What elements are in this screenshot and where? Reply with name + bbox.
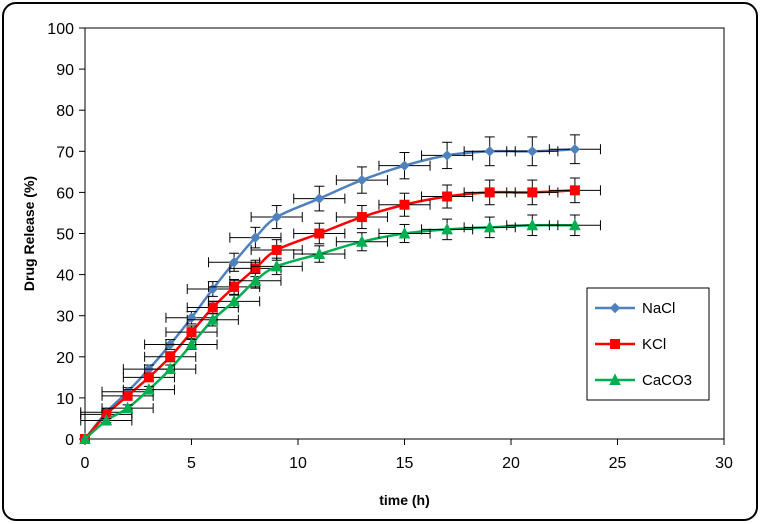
data-point	[250, 232, 261, 243]
data-point	[356, 212, 367, 223]
series-layer	[79, 134, 601, 445]
legend-label: KCl	[642, 336, 666, 353]
legend-item-nacl: NaCl	[595, 300, 675, 317]
legend-marker	[610, 339, 620, 349]
data-point	[314, 193, 325, 204]
data-point	[185, 337, 198, 350]
legend-label: CaCO3	[642, 372, 692, 389]
y-tick-label: 50	[56, 227, 74, 244]
data-point	[313, 247, 326, 260]
legend-marker	[609, 302, 621, 314]
x-tick-label: 15	[396, 455, 414, 472]
legend-item-kcl: KCl	[595, 336, 666, 353]
data-point	[527, 146, 538, 157]
legend-label: NaCl	[642, 300, 675, 317]
y-axis-title: Drug Release (%)	[21, 176, 37, 291]
series-caco3	[79, 214, 601, 444]
x-tick-label: 25	[609, 455, 627, 472]
y-tick-label: 60	[56, 185, 74, 202]
data-point	[356, 174, 368, 186]
series-line	[84, 223, 575, 440]
y-tick-label: 20	[56, 350, 74, 367]
data-point	[441, 150, 453, 161]
x-tick-label: 20	[502, 455, 520, 472]
data-point	[229, 281, 240, 292]
data-point	[186, 327, 197, 338]
x-tick-label: 5	[187, 455, 196, 472]
data-point	[228, 257, 240, 268]
data-point	[122, 390, 133, 401]
data-point	[207, 302, 218, 313]
y-tick-label: 70	[56, 144, 74, 161]
data-point	[442, 191, 453, 202]
y-tick-label: 100	[47, 21, 74, 38]
legend-marker	[609, 373, 621, 385]
data-point	[399, 199, 410, 210]
data-point	[206, 313, 219, 325]
data-point	[249, 274, 262, 286]
y-tick-label: 30	[56, 309, 74, 326]
data-point	[250, 263, 261, 274]
data-point	[527, 187, 538, 198]
x-tick-label: 30	[715, 455, 733, 472]
y-tick-label: 0	[65, 432, 74, 449]
data-point	[271, 244, 282, 255]
data-point	[484, 187, 495, 198]
axes: 0 10 20 30 40 50 60 70 80 90 100 0 5 10 15 20 25 30	[47, 21, 733, 472]
data-point	[356, 235, 368, 247]
data-point	[484, 146, 495, 157]
data-point	[569, 144, 581, 155]
series-nacl	[79, 134, 601, 445]
legend: NaCl KCl CaCO3	[586, 287, 710, 401]
y-tick-label: 80	[56, 103, 74, 120]
data-point	[398, 226, 411, 239]
data-point	[100, 413, 113, 426]
data-point	[271, 211, 282, 223]
data-point	[270, 259, 283, 272]
data-point	[143, 383, 155, 395]
x-tick-label: 0	[81, 455, 90, 472]
data-point	[121, 401, 134, 414]
data-point	[483, 220, 496, 233]
series-kcl	[80, 177, 601, 444]
legend-item-caco3: CaCO3	[595, 372, 692, 389]
y-tick-label: 40	[56, 268, 74, 285]
data-point	[164, 362, 177, 375]
y-tick-label: 90	[56, 62, 74, 79]
x-tick-label: 10	[289, 455, 307, 472]
data-point	[569, 218, 581, 231]
data-point	[228, 294, 240, 307]
data-point	[79, 432, 91, 444]
data-point	[165, 351, 176, 362]
data-point	[569, 185, 580, 196]
data-point	[399, 160, 410, 171]
data-point	[314, 228, 325, 239]
y-tick-label: 10	[56, 391, 74, 408]
data-point	[143, 372, 154, 383]
data-point	[441, 222, 453, 235]
drug-release-chart: 0 10 20 30 40 50 60 70 80 90 100 0 5 10 15 20 25 30 time …	[21, 21, 733, 508]
data-point	[526, 218, 539, 231]
x-axis-title: time (h)	[379, 492, 430, 508]
